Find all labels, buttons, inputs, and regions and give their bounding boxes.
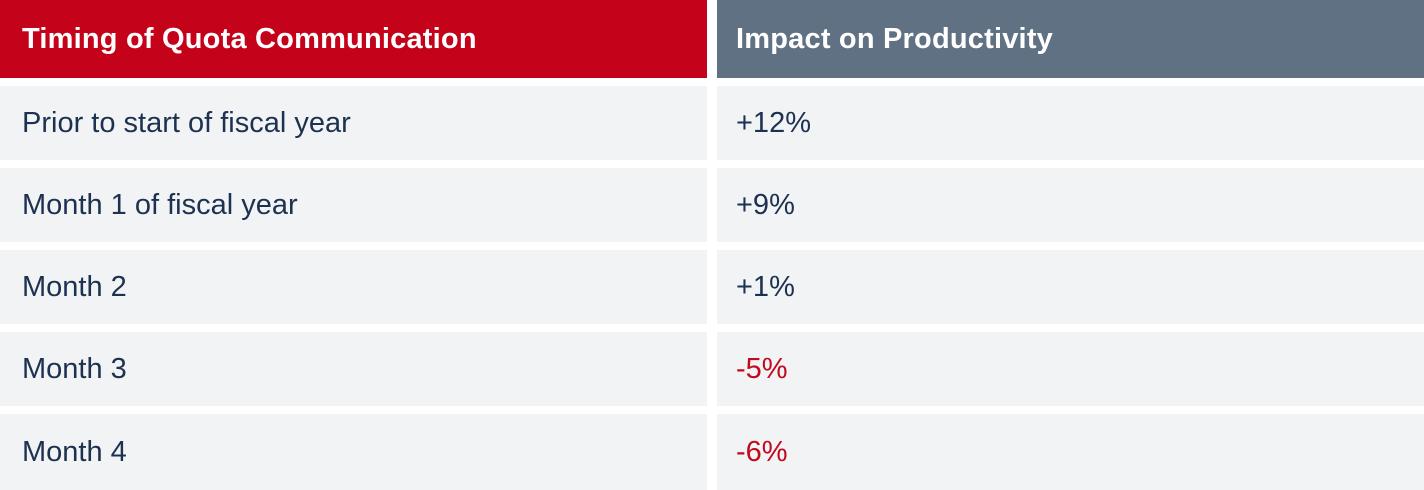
table-row-impact-cell: +12% [717, 86, 1424, 160]
table-row-timing-cell: Prior to start of fiscal year [0, 86, 707, 160]
table-row-timing-cell: Month 1 of fiscal year [0, 168, 707, 242]
column-header-impact: Impact on Productivity [717, 0, 1424, 78]
column-header-timing: Timing of Quota Communication [0, 0, 707, 78]
table-row-impact-cell: -6% [717, 414, 1424, 490]
table-row-impact-cell: +1% [717, 250, 1424, 324]
table-row-timing-cell: Month 3 [0, 332, 707, 406]
table-row-impact-cell: -5% [717, 332, 1424, 406]
table-row-timing-cell: Month 4 [0, 414, 707, 490]
table-row-impact-cell: +9% [717, 168, 1424, 242]
table-row-timing-cell: Month 2 [0, 250, 707, 324]
